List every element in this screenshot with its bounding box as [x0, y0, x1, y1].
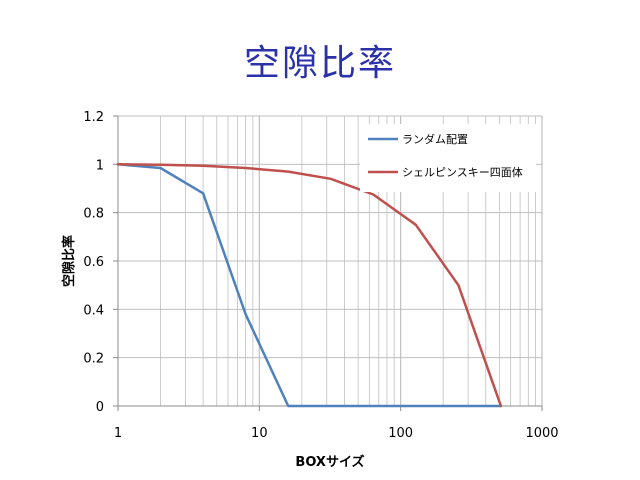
y-tick-label: 0 [96, 400, 104, 415]
legend-label-random: ランダム配置 [402, 132, 468, 146]
series [116, 163, 503, 408]
y-tick-label: 1.2 [83, 110, 104, 125]
series-line-1 [116, 163, 503, 408]
x-tick-label: 1 [114, 426, 122, 441]
tick-labels: 0 0.2 0.4 0.6 0.8 1 1.2 1 10 100 1000 [83, 110, 558, 441]
y-tick-label: 0.6 [83, 255, 104, 270]
series-line-0 [116, 163, 503, 408]
legend-box [360, 124, 536, 192]
slide-title: 空隙比率 [243, 43, 396, 84]
y-tick-label: 0.2 [83, 352, 104, 367]
y-tick-label: 1 [96, 158, 104, 173]
y-tick-label: 0.8 [83, 207, 104, 222]
x-tick-label: 1000 [525, 426, 558, 441]
legend-label-sierpinski: シェルピンスキー四面体 [402, 165, 523, 179]
x-tick-label: 10 [251, 426, 268, 441]
y-tick-label: 0.4 [83, 303, 104, 318]
y-axis-title: 空隙比率 [61, 235, 77, 287]
x-tick-label: 100 [388, 426, 413, 441]
x-axis-title: BOXサイズ [295, 454, 364, 470]
legend: ランダム配置 シェルピンスキー四面体 [360, 124, 536, 192]
